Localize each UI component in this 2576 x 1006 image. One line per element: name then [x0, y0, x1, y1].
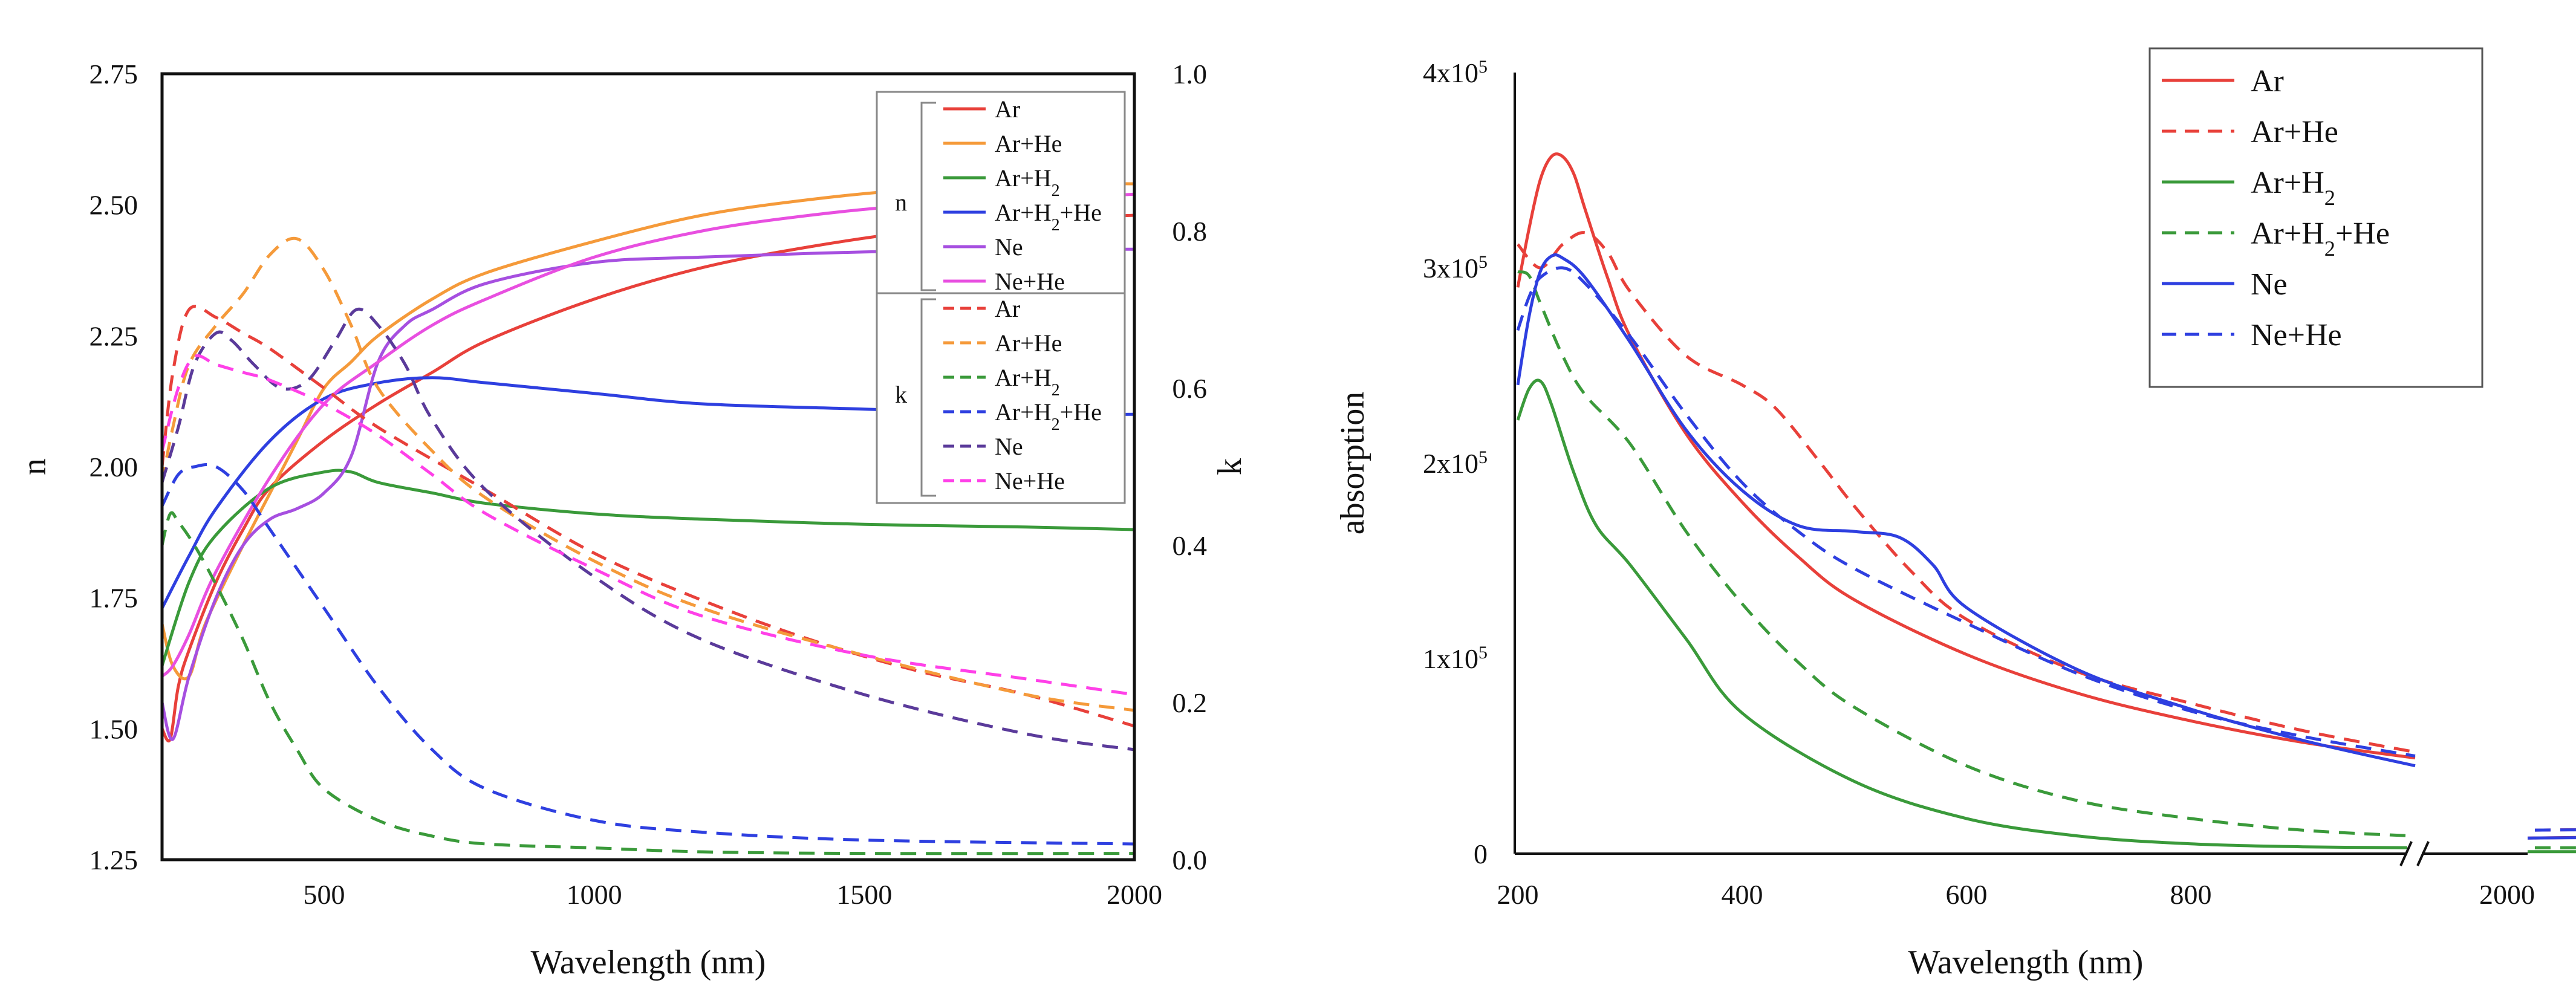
left-x-tick-label: 1000	[567, 879, 622, 910]
left-x-axis-label: Wavelength (nm)	[531, 944, 766, 981]
left-series-line-ne-he-k	[162, 354, 1134, 696]
left-legend-box	[876, 91, 1126, 504]
right-series-line-segment2-ar-h2	[2527, 850, 2576, 854]
left-y-axis-label: n	[16, 458, 53, 475]
right-plot-lines	[1516, 152, 2576, 854]
right-y-axis-label: absorption	[1334, 392, 1371, 534]
right-legend-label-ne: Ne	[2251, 267, 2288, 302]
left-series-group	[162, 181, 1134, 855]
right-x-axis-label: Wavelength (nm)	[1908, 944, 2144, 981]
left-legend-label-ar-h2-he-k: Ar+H2+He	[995, 398, 1102, 434]
right-x-tick-label: 600	[1946, 879, 1988, 910]
left-legend-label-ne-he: Ne+He	[995, 268, 1065, 295]
left-series-line-ne	[162, 247, 1134, 741]
left-y2-tick-label: 0.0	[1173, 845, 1208, 875]
right-y-tick-label: 0	[1474, 839, 1488, 869]
right-y-tick-label: 1x105	[1423, 643, 1488, 675]
right-legend-label-ar: Ar	[2251, 64, 2284, 99]
left-legend-label-ar-h2-he: Ar+H2+He	[995, 199, 1102, 235]
left-y-tick-label: 2.25	[89, 320, 138, 351]
left-y2-tick-label: 0.4	[1173, 530, 1208, 561]
right-legend-box	[2148, 47, 2483, 388]
left-y-tick-label: 2.00	[89, 452, 138, 482]
left-legend-label-ne: Ne	[995, 233, 1023, 261]
right-series-line-ar-h2-he	[1517, 270, 2416, 838]
right-y-ticks: 0 1x105 2x105 3x105 4x105	[1423, 57, 1488, 870]
left-plot-lines	[162, 181, 1134, 855]
right-series-line-ne	[1516, 253, 2416, 768]
left-y-tick-label: 1.25	[89, 845, 138, 875]
left-legend-label-ne-he-k: Ne+He	[995, 467, 1065, 495]
left-y2-tick-label: 1.0	[1173, 59, 1208, 89]
left-legend-label-ar: Ar	[995, 96, 1020, 123]
legend-group-label-k: k	[895, 381, 907, 408]
axis-break-marker	[2399, 834, 2430, 871]
left-series-line-ar-h2	[162, 469, 1134, 667]
left-x-tick-label: 1500	[836, 879, 892, 910]
left-y2-ticks: 0.0 0.2 0.4 0.6 0.8 1.0	[1173, 59, 1208, 875]
right-x-tick-label: 400	[1722, 879, 1763, 910]
right-legend-label-ar-he: Ar+He	[2251, 115, 2338, 149]
left-y2-tick-label: 0.6	[1173, 373, 1208, 404]
right-x-tick-label: 200	[1497, 879, 1539, 910]
right-y-tick-label: 4x105	[1423, 57, 1488, 89]
left-legend-label-ar-h2-k: Ar+H2	[995, 364, 1060, 400]
left-legend-label-ar-he-k: Ar+He	[995, 329, 1062, 357]
left-series-line-ne-k	[162, 307, 1134, 751]
left-y-tick-label: 1.50	[89, 713, 138, 744]
right-series-line-ar-h2	[1516, 378, 2416, 849]
left-series-line-ar-h2-he-k	[162, 463, 1134, 846]
left-legend-label-ar-h2: Ar+H2	[995, 164, 1060, 200]
left-series-line-ar-h2-k	[162, 511, 1134, 855]
left-x-tick-label: 500	[304, 879, 345, 910]
right-legend-label-ar-h2: Ar+H2	[2251, 166, 2335, 210]
right-legend-label-ne-he: Ne+He	[2251, 318, 2342, 352]
right-x-tick-label: 2000	[2479, 879, 2535, 910]
legend-group-bracket-n	[920, 102, 936, 291]
left-y-ticks: 1.25 1.50 1.75 2.00 2.25 2.50 2.75	[89, 59, 138, 875]
right-legend-label-ar-h2-he: Ar+H2+He	[2251, 216, 2390, 261]
left-legend-label-ne-k: Ne	[995, 433, 1023, 460]
left-y2-tick-label: 0.2	[1173, 687, 1208, 718]
left-legend-label-ar-he: Ar+He	[995, 130, 1062, 157]
right-series-line-segment2-ne	[2527, 836, 2576, 840]
left-y-tick-label: 2.75	[89, 59, 138, 89]
right-x-tick-label: 800	[2170, 879, 2212, 910]
left-y-tick-label: 2.50	[89, 190, 138, 221]
left-x-ticks: 500 1000 1500 2000	[304, 879, 1163, 910]
left-legend-entries: ArAr+HeAr+H2Ar+H2+HeNeNe+HeArAr+HeAr+H2A…	[943, 96, 1102, 495]
right-y-tick-label: 2x105	[1423, 447, 1488, 479]
left-x-tick-label: 2000	[1107, 879, 1162, 910]
right-series-line-ne-he	[1516, 266, 2416, 758]
left-y-tick-label: 1.75	[89, 583, 138, 614]
right-legend: Ar Ar+He Ar+H2 Ar+H2+He Ne Ne+He	[2148, 47, 2483, 388]
left-chart: 500 1000 1500 2000 1.25 1.50 1.75 2.00 2.25 2.50…	[16, 59, 1249, 981]
right-legend-entries: Ar Ar+He Ar+H2 Ar+H2+He Ne Ne+He	[2162, 64, 2390, 352]
left-plot-frame	[160, 72, 1136, 862]
left-series-line-ar-he-k	[162, 236, 1134, 712]
legend-group-label-n: n	[895, 189, 907, 216]
left-y2-axis-label: k	[1211, 458, 1249, 475]
right-series-line-segment2-ne-he	[2527, 828, 2576, 832]
right-chart: 20040060080018002000 01x1052x1053x1054x1…	[1334, 47, 2576, 981]
right-series-line-ar-he	[1517, 231, 2416, 754]
right-y-tick-label: 3x105	[1423, 252, 1488, 284]
left-legend-label-ar-k: Ar	[995, 295, 1020, 322]
left-y2-tick-label: 0.8	[1173, 216, 1208, 247]
right-series-line-ar	[1516, 152, 2416, 760]
left-legend: n k ArAr+HeAr+H2Ar+H2+HeNeNe+HeArAr+HeAr…	[876, 91, 1126, 504]
legend-group-bracket-k	[920, 298, 936, 497]
right-x-ticks: 20040060080018002000	[1497, 879, 2535, 910]
right-series-line-segment2-ar-h2-he	[2527, 846, 2576, 849]
